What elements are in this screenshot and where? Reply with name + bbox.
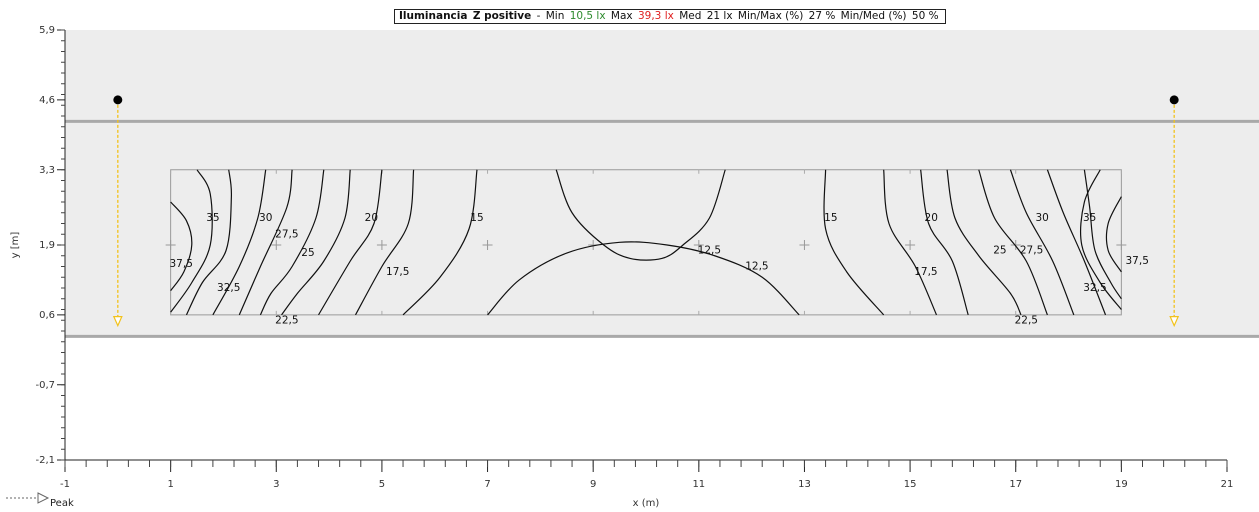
contour-label: 15 — [470, 212, 483, 224]
x-tick-label: 5 — [379, 479, 385, 490]
y-tick-label: -2,1 — [35, 455, 55, 466]
y-tick-label: 3,3 — [39, 165, 55, 176]
y-tick-label: 5,9 — [39, 25, 55, 36]
grid-point — [376, 240, 387, 250]
x-tick-label: 1 — [167, 479, 173, 490]
contour-label: 20 — [365, 212, 378, 224]
header-med-value: 21 lx — [706, 10, 733, 22]
x-tick-label: 15 — [904, 479, 917, 490]
y-tick-label: 1,9 — [39, 240, 55, 251]
header-max-label: Max — [610, 10, 633, 22]
x-tick-label: 7 — [484, 479, 490, 490]
grid-point — [1010, 240, 1021, 250]
peak-label: Peak — [50, 498, 74, 509]
contour-label: 25 — [301, 247, 314, 259]
contour-label: 37,5 — [170, 258, 193, 270]
y-tick-label: 0,6 — [39, 310, 55, 321]
contour-label: 17,5 — [914, 266, 937, 278]
road-area — [65, 121, 1259, 337]
luminaire-aim-arrow — [1169, 316, 1180, 328]
contour-line — [978, 169, 1048, 316]
contour-label: 17,5 — [386, 266, 409, 278]
header-minmax-value: 27 % — [808, 10, 836, 22]
header-min-value: 10,5 lx — [569, 10, 606, 22]
grid-point — [799, 240, 810, 250]
contour-label: 32,5 — [1083, 282, 1106, 294]
grid-point — [482, 240, 493, 250]
contour-label: 22,5 — [275, 314, 298, 326]
contour-label: 15 — [824, 212, 837, 224]
contour-line — [170, 201, 193, 292]
contour-line — [212, 169, 267, 316]
contour-label: 12,5 — [745, 261, 768, 273]
x-tick-label: 21 — [1221, 479, 1234, 490]
x-tick-label: 9 — [590, 479, 596, 490]
contour-line — [946, 169, 1022, 316]
header-min-label: Min — [545, 10, 565, 22]
contour-label: 37,5 — [1126, 255, 1149, 267]
contour-line — [555, 169, 726, 261]
contour-line — [1083, 169, 1122, 300]
contour-line — [1046, 169, 1107, 316]
grid-point — [271, 240, 282, 250]
x-tick-label: -1 — [60, 479, 70, 490]
grid-point — [165, 240, 176, 250]
contour-line — [1080, 169, 1122, 310]
contour-label: 12,5 — [698, 244, 721, 256]
contour-label: 22,5 — [1015, 314, 1038, 326]
contour-line — [354, 169, 415, 316]
contour-line — [185, 169, 233, 316]
grid-point — [693, 240, 704, 250]
grid-point — [905, 240, 916, 250]
grid-point — [1116, 240, 1127, 250]
contour-line — [170, 169, 213, 313]
contour-label: 35 — [206, 212, 219, 224]
header-plane: Z positive — [472, 10, 532, 22]
contour-line — [1105, 196, 1122, 273]
header-max-value: 39,3 lx — [637, 10, 674, 22]
header-dash: - — [536, 10, 541, 22]
contour-label: 35 — [1083, 212, 1096, 224]
header-med-label: Med — [679, 10, 702, 22]
contour-line — [823, 169, 885, 316]
x-tick-label: 17 — [1009, 479, 1022, 490]
contour-label: 32,5 — [217, 282, 240, 294]
y-tick-label: -0,7 — [35, 380, 55, 391]
luminaire-marker — [1169, 95, 1179, 105]
contour-label: 25 — [993, 244, 1006, 256]
x-tick-label: 19 — [1115, 479, 1128, 490]
contour-line — [402, 169, 478, 316]
peak-legend: Peak — [6, 492, 74, 509]
y-tick-label: 4,6 — [39, 95, 55, 106]
luminaire-aim-arrow — [112, 316, 123, 328]
chart-header: Iluminancia Z positive - Min 10,5 lx Max… — [394, 9, 946, 24]
header-minmed-value: 50 % — [911, 10, 939, 22]
x-axis-label: x (m) — [633, 498, 660, 509]
luminaire-marker — [113, 95, 123, 105]
contour-line — [487, 241, 800, 316]
dashed-arrow-icon — [6, 492, 50, 504]
contour-line — [281, 169, 351, 316]
contour-line — [238, 169, 293, 316]
x-tick-label: 3 — [273, 479, 279, 490]
x-tick-label: 11 — [692, 479, 705, 490]
header-minmax-label: Min/Max (%) — [737, 10, 804, 22]
header-title: Iluminancia — [399, 10, 468, 22]
contour-label: 30 — [1035, 212, 1048, 224]
contour-line — [1009, 169, 1075, 316]
contour-label: 30 — [259, 212, 272, 224]
contour-label: 20 — [925, 212, 938, 224]
upper-area — [65, 30, 1259, 122]
contour-label: 27,5 — [1020, 244, 1043, 256]
contour-line — [318, 169, 383, 316]
contour-line — [920, 169, 969, 316]
x-tick-label: 13 — [798, 479, 811, 490]
contour-line — [883, 169, 938, 316]
header-minmed-label: Min/Med (%) — [840, 10, 907, 22]
y-axis-label: y [m] — [10, 232, 21, 259]
contour-label: 27,5 — [275, 228, 298, 240]
contour-line — [259, 169, 325, 316]
